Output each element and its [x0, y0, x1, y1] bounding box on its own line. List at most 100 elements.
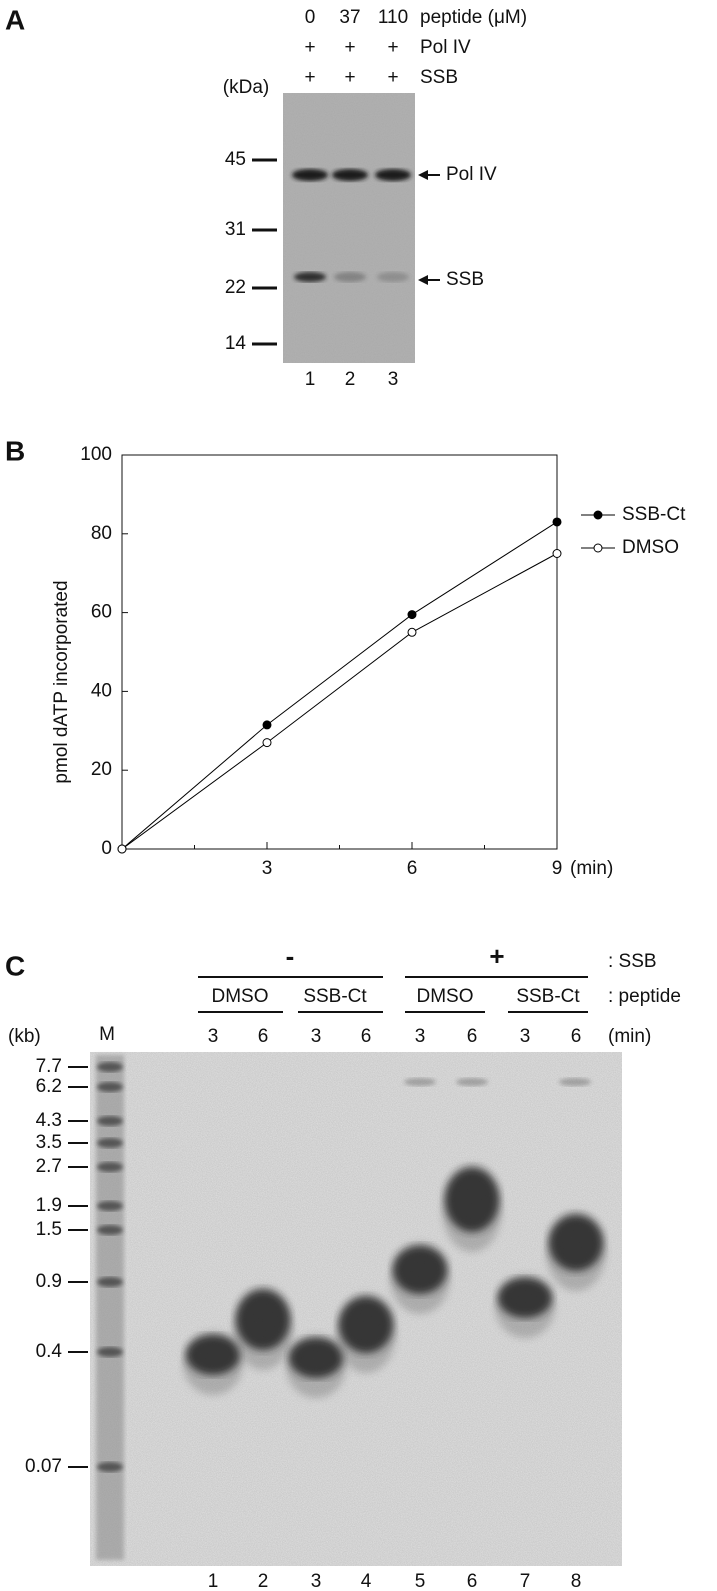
sign: + [387, 37, 398, 58]
lane-number: 1 [208, 1571, 219, 1591]
legend-label: DMSO [622, 537, 679, 558]
time-label: 6 [361, 1026, 372, 1047]
series-line [121, 521, 558, 850]
time-label: 3 [415, 1026, 426, 1047]
unit-label: (kb) [8, 1026, 41, 1047]
row-label: : SSB [608, 951, 657, 972]
time-label: 3 [520, 1026, 531, 1047]
lane-number: 8 [571, 1571, 582, 1591]
band [339, 1297, 393, 1353]
marker-lane [96, 1055, 124, 1560]
concentration: 110 [378, 7, 408, 28]
row-label: SSB [420, 67, 458, 88]
marker-label: 4.3 [36, 1110, 62, 1131]
data-point [407, 610, 417, 620]
data-point [117, 844, 127, 854]
panel-label: A [5, 4, 25, 35]
marker-lane-label: M [99, 1024, 115, 1045]
y-tick-label: 60 [91, 602, 112, 623]
marker-band [97, 1277, 123, 1287]
y-tick-label: 100 [80, 444, 112, 465]
arrow-head [418, 275, 428, 285]
unit-label: (kDa) [223, 77, 269, 98]
sign: + [344, 37, 355, 58]
sign: + [304, 67, 315, 88]
marker-label: 3.5 [36, 1132, 62, 1153]
data-point [262, 720, 272, 730]
band [393, 1246, 447, 1294]
unit-label: (min) [608, 1026, 651, 1047]
lane-number: 4 [361, 1571, 372, 1591]
data-point [552, 517, 562, 527]
sign: + [304, 37, 315, 58]
band [294, 272, 326, 282]
band [375, 169, 411, 181]
legend-marker [593, 510, 603, 520]
peptide-label: DMSO [417, 986, 474, 1007]
band [236, 1290, 290, 1350]
marker-label: 1.9 [36, 1195, 62, 1216]
marker-band [97, 1062, 123, 1072]
band [445, 1168, 499, 1232]
row-label: Pol IV [420, 37, 471, 58]
ssb-sign: + [489, 941, 504, 971]
y-tick-label: 40 [91, 680, 112, 701]
sign: + [387, 67, 398, 88]
legend-label: SSB-Ct [622, 504, 686, 525]
series-line [121, 553, 558, 850]
band [498, 1278, 552, 1318]
marker-label: 31 [225, 219, 246, 240]
data-point [262, 738, 272, 748]
lane-number: 5 [415, 1571, 426, 1591]
legend-marker [593, 543, 603, 553]
lane-number: 3 [388, 369, 399, 390]
sign: + [344, 67, 355, 88]
x-axis-label: (min) [570, 858, 613, 879]
marker-label: 1.5 [36, 1219, 62, 1240]
band [332, 169, 368, 181]
faint-band [456, 1078, 488, 1086]
concentration-label: peptide (μM) [420, 7, 527, 28]
band [186, 1335, 240, 1375]
lane-number: 3 [311, 1571, 322, 1591]
peptide-label: DMSO [212, 986, 269, 1007]
band [377, 272, 409, 282]
peptide-label: SSB-Ct [303, 986, 367, 1007]
band [289, 1338, 343, 1378]
y-tick-label: 20 [91, 759, 112, 780]
marker-band [97, 1082, 123, 1092]
y-tick-label: 0 [101, 838, 112, 859]
x-tick-label: 6 [407, 858, 418, 879]
concentration: 0 [305, 7, 316, 28]
marker-band [97, 1462, 123, 1472]
marker-label: 0.4 [36, 1341, 63, 1362]
faint-band [404, 1078, 436, 1086]
time-label: 3 [208, 1026, 219, 1047]
faint-band [559, 1078, 591, 1086]
peptide-label: SSB-Ct [516, 986, 580, 1007]
band [334, 272, 366, 282]
marker-band [97, 1201, 123, 1211]
time-label: 6 [467, 1026, 478, 1047]
time-label: 6 [258, 1026, 269, 1047]
lane-number: 2 [258, 1571, 269, 1591]
band-label: Pol IV [446, 164, 497, 185]
x-tick-label: 9 [552, 858, 563, 879]
marker-band [97, 1162, 123, 1172]
lane-number: 2 [345, 369, 356, 390]
lane-number: 1 [305, 369, 316, 390]
marker-label: 7.7 [36, 1056, 62, 1077]
marker-label: 6.2 [36, 1076, 62, 1097]
marker-label: 22 [225, 277, 246, 298]
band [549, 1215, 603, 1271]
data-point [407, 627, 417, 637]
y-axis-label: pmol dATP incorporated [51, 580, 72, 783]
panel-label: B [5, 435, 25, 466]
panel-label: C [5, 950, 25, 981]
gel-noise [283, 93, 415, 363]
marker-band [97, 1225, 123, 1235]
marker-label: 0.07 [25, 1456, 62, 1477]
marker-label: 45 [225, 149, 246, 170]
